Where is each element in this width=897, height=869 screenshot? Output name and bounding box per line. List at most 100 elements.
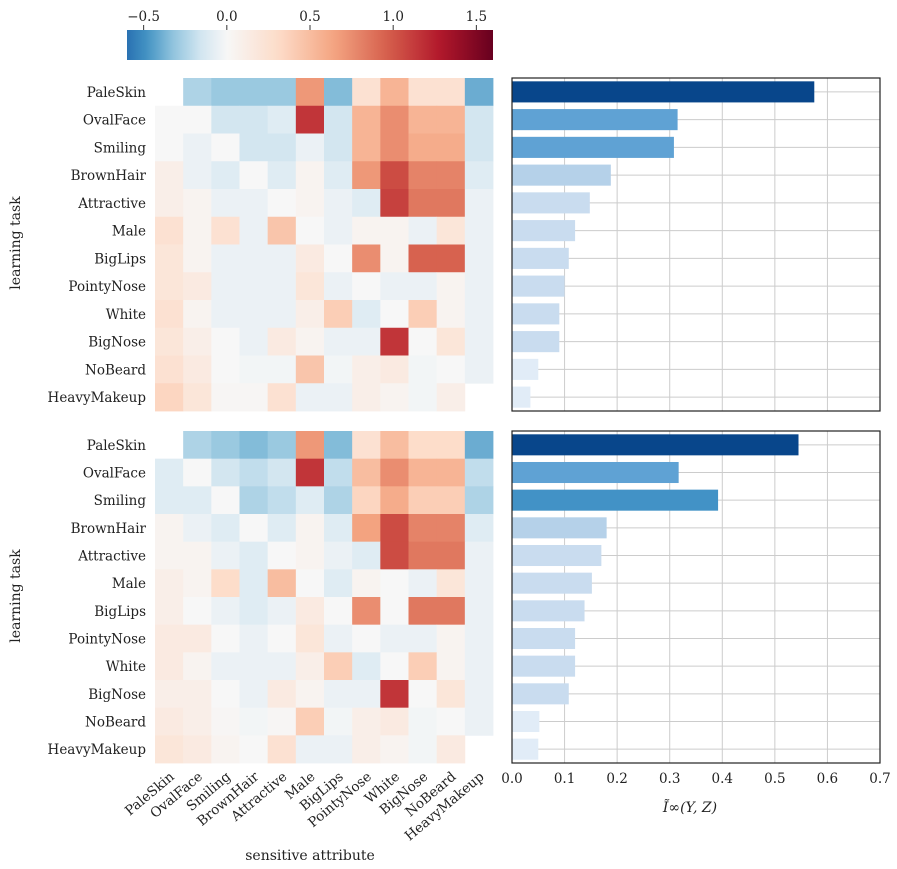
bar [512, 489, 719, 511]
heatmap-cell [408, 383, 438, 412]
heatmap-cell [239, 272, 269, 301]
heatmap-cell [464, 597, 494, 626]
heatmap-cell [408, 707, 438, 736]
heatmap-cell [295, 383, 325, 412]
heatmap-cell [295, 735, 325, 764]
heatmap-cell [408, 272, 438, 301]
heatmap-cell [436, 624, 466, 653]
heatmap-cell [436, 597, 466, 626]
heatmap-cell [295, 541, 325, 570]
bar-x-axis: 0.0 0.1 0.2 0.3 0.4 0.5 0.6 0.7 [501, 771, 890, 787]
heatmap-cell [183, 597, 212, 626]
heatmap-cell [211, 189, 240, 218]
heatmap-cell [267, 569, 297, 598]
bar [512, 136, 674, 158]
heatmap-cell [324, 431, 353, 460]
heatmap-cell [436, 383, 466, 412]
heatmap-cell [211, 707, 240, 736]
heatmap-cell [295, 431, 325, 460]
bar [512, 109, 678, 131]
heatmap-cell [464, 486, 494, 515]
heatmap-cell [380, 514, 409, 543]
heatmap-cell [183, 707, 212, 736]
heatmap-cell [267, 78, 297, 107]
heatmap-cell [155, 105, 184, 134]
heatmap-cell [211, 105, 240, 134]
heatmap-cell [324, 300, 353, 329]
heatmap-cell [408, 431, 438, 460]
heatmap-cell [324, 78, 353, 107]
heatmap-cell [352, 541, 381, 570]
heatmap-cell [352, 569, 381, 598]
row-label: BrownHair [71, 168, 147, 184]
heatmap-x-axis: PaleSkinOvalFaceSmilingBrownHairAttracti… [122, 768, 487, 844]
heatmap-cell [239, 355, 269, 384]
heatmap-bottom: PaleSkin OvalFace Smiling BrownHair Attracti… [48, 431, 494, 764]
heatmap-cell [239, 189, 269, 218]
row-label: PaleSkin [87, 85, 147, 101]
heatmap-cell [324, 161, 353, 190]
heatmap-cell [267, 244, 297, 273]
row-label: BrownHair [71, 521, 147, 537]
row-label: Male [112, 576, 146, 592]
heatmap-cell [211, 597, 240, 626]
heatmap-cell [352, 216, 381, 245]
heatmap-cell [183, 327, 212, 356]
heatmap-cell [324, 133, 353, 162]
heatmap-cell [239, 161, 269, 190]
heatmap-cell [380, 272, 409, 301]
heatmap-cell [352, 133, 381, 162]
heatmap-cell [183, 105, 212, 134]
heatmap-cell [324, 272, 353, 301]
heatmap-cell [239, 78, 269, 107]
heatmap-cell [380, 431, 409, 460]
heatmap-cell [352, 486, 381, 515]
heatmap-cell [464, 189, 494, 218]
heatmap-cell [408, 244, 438, 273]
heatmap-cell [464, 300, 494, 329]
bar-tick-label: 0.6 [817, 771, 838, 787]
heatmap-cell [408, 216, 438, 245]
heatmap-cell [211, 355, 240, 384]
heatmap-cell [352, 272, 381, 301]
heatmap-cell [352, 300, 381, 329]
heatmap-cell [239, 133, 269, 162]
bar [512, 81, 815, 103]
row-label: OvalFace [83, 113, 146, 129]
heatmap-cell [436, 514, 466, 543]
heatmap-cell [464, 680, 494, 709]
heatmap-cell [324, 383, 353, 412]
heatmap-cell [155, 735, 184, 764]
heatmap-cell [464, 161, 494, 190]
heatmap-cell [295, 355, 325, 384]
row-label: HeavyMakeup [48, 390, 146, 406]
heatmap-cell [295, 244, 325, 273]
heatmap-cell [408, 458, 438, 487]
heatmap-cell [295, 514, 325, 543]
heatmap-cell [239, 383, 269, 412]
heatmap-cell [295, 272, 325, 301]
task-axis-label-top: learning task [8, 196, 24, 290]
colorbar-tick-label: −0.5 [127, 9, 160, 25]
heatmap-cell [239, 244, 269, 273]
heatmap-cell [155, 680, 184, 709]
row-label: BigLips [94, 604, 146, 620]
heatmap-cell [464, 133, 494, 162]
heatmap-cell [380, 707, 409, 736]
barchart-bottom [511, 430, 881, 764]
heatmap-cell [408, 355, 438, 384]
sensitive-axis-label: sensitive attribute [245, 848, 375, 864]
heatmap-cell [155, 597, 184, 626]
heatmap-cell [239, 541, 269, 570]
heatmap-cell [436, 105, 466, 134]
row-label: BigLips [94, 251, 146, 267]
heatmap-cell [380, 458, 409, 487]
heatmap-cell [239, 458, 269, 487]
bar-frame [511, 430, 881, 764]
heatmap-cell [464, 105, 494, 134]
heatmap-cell [464, 272, 494, 301]
bar [512, 544, 602, 567]
heatmap-cell [155, 189, 184, 218]
heatmap-cell [352, 355, 381, 384]
